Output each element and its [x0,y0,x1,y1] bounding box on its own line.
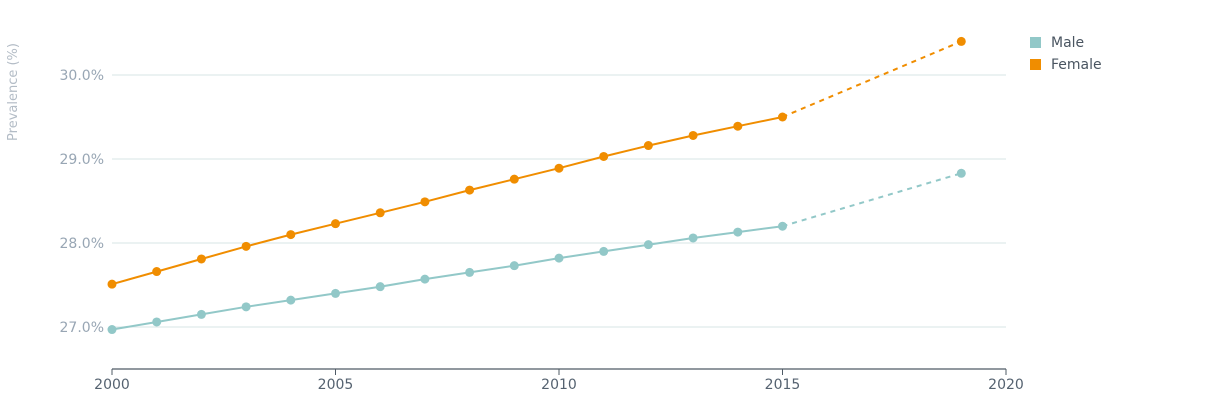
male-point [688,233,698,243]
male-point [509,261,519,271]
series-male [107,168,966,335]
female-point [152,267,162,277]
female-projection-point [956,36,966,46]
male-point [643,240,653,250]
male-projection-point [956,168,966,178]
male-point [331,288,340,298]
female-point [107,279,117,289]
legend-label: Male [1051,35,1084,51]
female-point [599,151,609,161]
male-line [111,225,783,331]
legend-item-female: Female [1030,57,1102,73]
male-point [554,253,564,263]
y-tick-label: 27.0% [60,320,104,336]
male-point [420,274,430,284]
female-point [331,219,340,229]
female-point [286,230,296,240]
male-point [733,227,743,237]
male-point [107,325,117,335]
y-tick-label: 30.0% [60,68,104,84]
female-point [465,185,475,195]
female-point [778,112,787,122]
male-point [196,309,206,319]
female-line [111,116,783,286]
x-tick-label: 2005 [318,377,354,393]
male-point [286,295,296,305]
male-point [778,221,787,231]
male-projection-line [782,172,962,228]
female-point [509,174,519,184]
x-tick-label: 2020 [988,377,1024,393]
female-projection-line [782,40,962,118]
female-point [196,254,206,264]
male-point [465,267,475,277]
female-point [688,130,698,140]
x-tick-label: 2000 [94,377,130,393]
y-tick-label: 28.0% [60,236,104,252]
y-axis-title: Prevalence (%) [6,43,21,141]
female-point [420,197,430,207]
male-point [241,302,251,312]
x-tick-label: 2010 [541,377,577,393]
female-point [733,121,743,131]
grid-lines [112,74,1006,328]
male-point [599,246,609,256]
series-female [107,36,966,289]
axes: 27.0% 28.0% 29.0% 30.0% 2000 2005 2010 2015 2020 [60,68,1024,393]
legend-label: Female [1051,57,1102,73]
female-point [241,241,251,251]
legend-item-male: Male [1030,35,1084,51]
legend: Male Female [1030,35,1102,73]
y-tick-label: 29.0% [60,152,104,168]
legend-swatch [1030,59,1041,70]
female-point [643,141,653,151]
female-point [554,163,564,173]
legend-swatch [1030,37,1041,48]
series-lines [107,36,966,335]
female-point [375,208,385,218]
x-tick-label: 2015 [765,377,801,393]
male-point [375,282,385,292]
male-point [152,317,162,327]
